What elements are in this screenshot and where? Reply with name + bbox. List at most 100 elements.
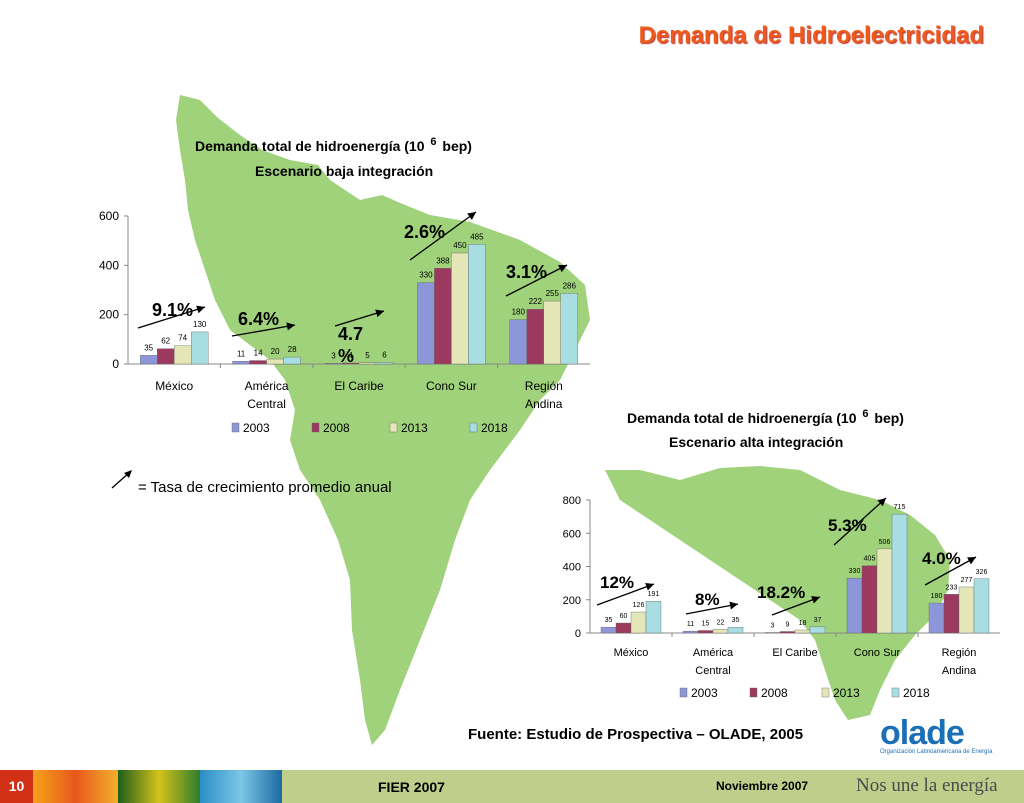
data-label: 14 <box>254 349 263 358</box>
legend-label-2018: 2018 <box>903 686 930 700</box>
growth-arrow <box>685 603 739 615</box>
category-label: México <box>614 647 649 659</box>
bar-2018 <box>891 513 908 634</box>
data-label: 485 <box>470 232 484 241</box>
data-label: 180 <box>931 593 943 600</box>
data-label: 11 <box>687 621 694 628</box>
category-label: Cono Sur <box>426 379 477 393</box>
growth-arrowhead <box>467 212 476 220</box>
y-tick-label: 200 <box>99 308 119 322</box>
y-tick-label: 400 <box>563 562 581 574</box>
growth-rate-label: 9.1% <box>152 300 193 320</box>
data-label: 60 <box>620 613 628 620</box>
bar-2013 <box>876 548 893 634</box>
bar-2013 <box>630 611 647 634</box>
data-label: 22 <box>717 619 725 626</box>
bar-2018 <box>375 362 394 365</box>
growth-arrowhead <box>729 601 738 610</box>
growth-rate-label: 18.2% <box>757 583 805 602</box>
chart1-title-unit: bep) <box>442 138 472 154</box>
data-label: 222 <box>529 297 543 306</box>
chart1-title: Demanda total de hidroenergía (10 6 bep) <box>195 136 472 154</box>
category-label: Central <box>247 397 286 411</box>
bar-2003 <box>600 626 617 634</box>
chart1-subtitle: Escenario baja integración <box>255 163 434 179</box>
growth-arrowhead <box>286 322 295 331</box>
growth-arrowhead <box>558 265 567 273</box>
legend-label-2003: 2003 <box>243 421 270 435</box>
data-label: 330 <box>849 568 861 575</box>
y-tick-label: 0 <box>575 628 581 640</box>
category-label: América <box>693 647 734 659</box>
legend-swatch-2018 <box>891 687 900 698</box>
slide-title: Demanda de Hidroelectricidad <box>638 22 984 49</box>
data-label: 28 <box>288 345 297 354</box>
source-note: Fuente: Estudio de Prospectiva – OLADE, … <box>468 726 804 743</box>
data-label: 9 <box>786 622 790 629</box>
legend-swatch-2008 <box>749 687 758 698</box>
data-label: 388 <box>436 256 450 265</box>
chart1-title-main: Demanda total de hidroenergía (10 <box>195 138 425 154</box>
bar-2003 <box>764 632 781 634</box>
growth-rate-label: 6.4% <box>238 309 279 329</box>
data-label: 330 <box>419 271 433 280</box>
data-label: 126 <box>633 602 645 609</box>
legend-swatch-2008 <box>311 422 320 433</box>
data-label: 4 <box>348 351 353 360</box>
growth-arrow-icon <box>111 470 132 489</box>
bar-2018 <box>560 293 578 365</box>
category-label: Región <box>942 647 977 659</box>
data-label: 506 <box>879 539 891 546</box>
growth-rate-label: 4.0% <box>922 549 961 568</box>
growth-arrowhead <box>877 498 886 507</box>
legend-label-2013: 2013 <box>833 686 860 700</box>
bar-2018 <box>973 578 990 634</box>
legend-label-2008: 2008 <box>761 686 788 700</box>
growth-rate-note: = Tasa de crecimiento promedio anual <box>138 479 392 496</box>
bar-2018 <box>645 601 662 634</box>
growth-rate-label: 3.1% <box>506 262 547 282</box>
category-label: Cono Sur <box>854 647 901 659</box>
olade-logo: olade Organización Latinoamericana de En… <box>880 716 1004 764</box>
bar-2018 <box>468 244 486 365</box>
bar-2003 <box>928 602 945 634</box>
growth-arrowhead <box>375 309 384 318</box>
growth-rate-label: 2.6% <box>404 222 445 242</box>
data-label: 715 <box>894 504 906 511</box>
bar-2003 <box>682 630 699 634</box>
growth-rate-label: 12% <box>600 573 634 592</box>
footer-slogan: Nos une la energía <box>856 775 998 796</box>
legend-swatch-2003 <box>231 422 240 433</box>
data-label: 15 <box>702 621 710 628</box>
category-label: Andina <box>525 397 563 411</box>
chart2-title-unit: bep) <box>874 410 904 426</box>
data-label: 62 <box>161 337 170 346</box>
data-label: 233 <box>946 584 958 591</box>
growth-arrow <box>137 306 206 329</box>
growth-rate-label: 4.7 <box>338 324 363 344</box>
legend-label-2003: 2003 <box>691 686 718 700</box>
y-tick-label: 600 <box>99 209 119 223</box>
chart1-title-exponent: 6 <box>430 136 437 148</box>
growth-arrowhead <box>645 583 654 591</box>
growth-rate-label-cont: % <box>338 346 354 366</box>
data-label: 35 <box>732 617 740 624</box>
growth-arrowhead <box>196 305 205 314</box>
category-label: El Caribe <box>772 647 817 659</box>
bar-2008 <box>861 565 878 634</box>
category-label: Andina <box>942 665 977 677</box>
growth-arrow <box>924 556 977 586</box>
data-label: 180 <box>512 308 526 317</box>
chart2-title-exponent: 6 <box>862 408 869 420</box>
bar-2013 <box>958 586 975 634</box>
legend-swatch-2018 <box>469 422 478 433</box>
chart2-subtitle: Escenario alta integración <box>669 434 844 450</box>
bar-2018 <box>283 356 301 365</box>
legend-swatch-2003 <box>679 687 688 698</box>
legend-label-2018: 2018 <box>481 421 508 435</box>
growth-rate-label: 8% <box>695 590 720 609</box>
data-label: 130 <box>193 320 207 329</box>
olade-logo-subtitle: Organización Latinoamericana de Energía <box>880 749 993 755</box>
data-label: 18 <box>799 620 807 627</box>
category-label: Central <box>695 665 730 677</box>
